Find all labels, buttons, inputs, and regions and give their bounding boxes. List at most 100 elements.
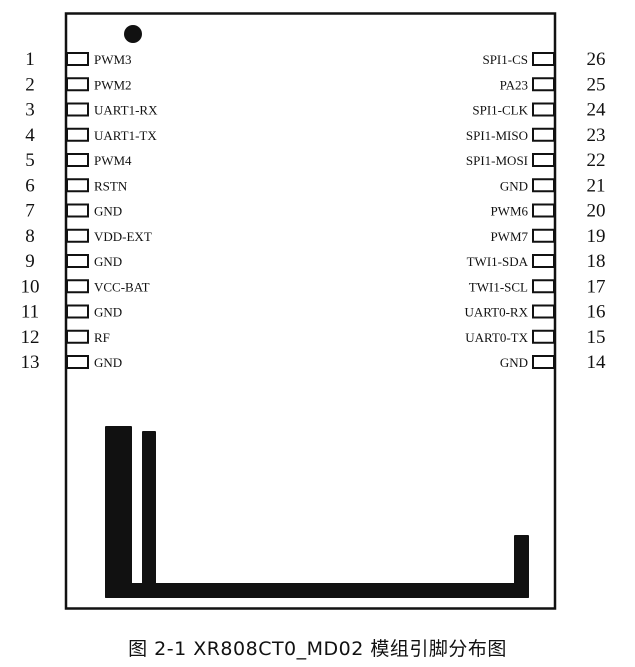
pin-number: 20 [587, 201, 606, 222]
pin-pad [532, 329, 555, 344]
pin-name: SPI1-CS [482, 52, 528, 67]
pin-pad [66, 178, 89, 193]
pin-23: SPI1-MISO 23 [466, 125, 606, 146]
pin-number: 21 [587, 175, 606, 196]
pin-name: UART0-RX [465, 305, 529, 320]
pin-number: 16 [587, 302, 606, 323]
pin-14: GND 14 [500, 352, 606, 373]
pin-pad [532, 102, 555, 117]
pin-name: GND [94, 305, 122, 320]
pin-pad [66, 254, 89, 268]
pin-number: 17 [587, 276, 606, 297]
pin-name: PA23 [500, 77, 528, 92]
pin-21: GND 21 [500, 175, 606, 196]
pin-name: GND [500, 178, 528, 193]
pin-pad [66, 228, 89, 243]
pin-3: UART1-RX 3 [25, 100, 158, 121]
pin-number: 23 [587, 125, 606, 146]
pin-name: PWM3 [94, 52, 132, 67]
pin-number: 7 [25, 201, 35, 222]
pin-pad [532, 279, 555, 294]
pin-25: PA23 25 [500, 74, 606, 95]
pin-7: GND 7 [25, 201, 122, 222]
pin-number: 15 [587, 327, 606, 348]
pin-name: VCC-BAT [94, 279, 150, 294]
pin-name: GND [94, 204, 122, 219]
pin-name: GND [500, 355, 528, 370]
pin-pad [66, 102, 89, 117]
pin-name: UART1-RX [94, 103, 158, 118]
pin-number: 2 [25, 74, 35, 95]
pin-12: RF 12 [21, 327, 110, 348]
pin-19: PWM7 19 [490, 226, 605, 247]
pin-pad [532, 52, 555, 66]
pin-17: TWI1-SCL 17 [469, 276, 606, 297]
pcb-antenna [105, 426, 529, 598]
pin-name: UART1-TX [94, 128, 157, 143]
pin-pad [66, 77, 89, 92]
pin-pad [532, 304, 555, 319]
pin1-marker-dot [124, 25, 142, 43]
antenna-end-bar [514, 535, 529, 598]
pin-pad [532, 153, 555, 167]
pin-5: PWM4 5 [25, 150, 132, 171]
pin-name: RSTN [94, 178, 128, 193]
pin-number: 8 [25, 226, 35, 247]
pin-2: PWM2 2 [25, 74, 131, 95]
pin-pad [532, 178, 555, 193]
pin-18: TWI1-SDA 18 [467, 251, 606, 272]
pin-number: 10 [21, 276, 40, 297]
pin-number: 6 [25, 175, 35, 196]
pin-9: GND 9 [25, 251, 122, 272]
pin-1: PWM3 1 [25, 49, 131, 70]
pin-name: GND [94, 355, 122, 370]
pin-16: UART0-RX 16 [465, 302, 606, 323]
antenna-bottom-trace [105, 583, 529, 598]
pin-pad [66, 355, 89, 369]
pin-number: 9 [25, 251, 35, 272]
pin-name: PWM4 [94, 153, 132, 168]
pin-pad [66, 304, 89, 319]
pin-number: 19 [587, 226, 606, 247]
pin-number: 18 [587, 251, 606, 272]
pin-8: VDD-EXT 8 [25, 226, 152, 247]
figure-caption: 图 2-1 XR808CT0_MD02 模组引脚分布图 [128, 638, 507, 660]
pin-pad [66, 329, 89, 344]
pin-number: 26 [587, 49, 606, 70]
antenna-ground-bar [142, 431, 156, 598]
pin-pad [66, 279, 89, 294]
pin-10: VCC-BAT 10 [21, 276, 150, 297]
pin-name: TWI1-SCL [469, 279, 528, 294]
pin-11: GND 11 [21, 302, 122, 323]
pin-number: 4 [25, 125, 35, 146]
pin-pad [66, 203, 89, 218]
pin-pad [532, 254, 555, 268]
pin-name: GND [94, 254, 122, 269]
pin-13: GND 13 [21, 352, 123, 373]
pin-pad [66, 127, 89, 142]
pin-number: 11 [21, 302, 39, 323]
pin-number: 25 [587, 74, 606, 95]
pin-name: UART0-TX [465, 330, 528, 345]
pin-number: 24 [587, 100, 607, 121]
pin-6: RSTN 6 [25, 175, 128, 196]
pin-number: 22 [587, 150, 606, 171]
pin-name: TWI1-SDA [467, 254, 529, 269]
pin-name: SPI1-MISO [466, 128, 528, 143]
pin-number: 3 [25, 100, 35, 121]
pin-name: PWM2 [94, 77, 132, 92]
antenna-feed-bar [105, 426, 132, 598]
pin-pad [532, 355, 555, 369]
pin-number: 1 [25, 49, 35, 70]
pin-20: PWM6 20 [490, 201, 605, 222]
pin-pad [66, 153, 89, 167]
pin-name: SPI1-CLK [472, 103, 528, 118]
pin-4: UART1-TX 4 [25, 125, 157, 146]
pin-name: RF [94, 330, 110, 345]
pin-name: SPI1-MOSI [466, 153, 528, 168]
pin-name: VDD-EXT [94, 229, 152, 244]
pin-15: UART0-TX 15 [465, 327, 605, 348]
pin-pad [532, 127, 555, 142]
pin-24: SPI1-CLK 24 [472, 100, 606, 121]
